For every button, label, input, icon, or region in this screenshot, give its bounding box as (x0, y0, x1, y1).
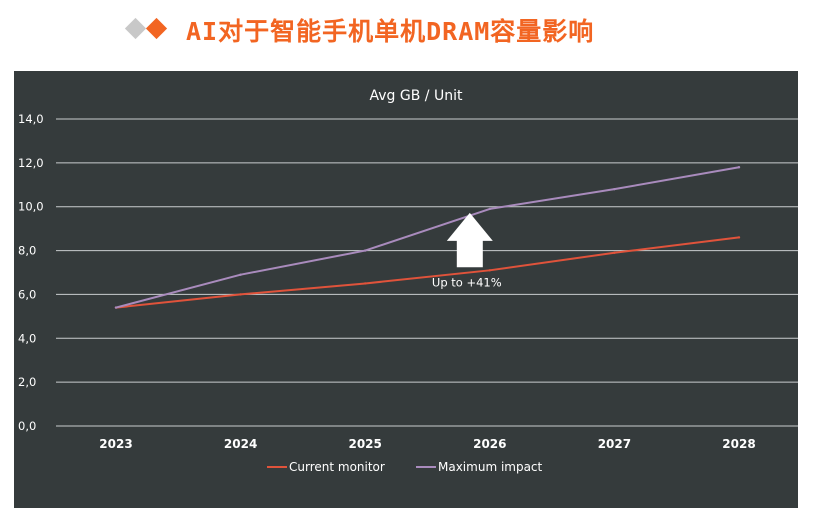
data-point (613, 187, 616, 191)
x-tick-label: 2026 (473, 437, 506, 451)
line-chart: Avg GB / Unit 0,0 2,0 4,0 6,0 8,0 10,0 12,0 14,… (14, 71, 798, 508)
y-tick-label: 2,0 (18, 375, 36, 389)
series-line-maximum-impact (115, 166, 740, 309)
data-point (488, 207, 491, 211)
y-tick-label: 6,0 (18, 287, 36, 301)
data-point (737, 166, 741, 169)
page-title: AI对于智能手机单机DRAM容量影响 (186, 17, 595, 46)
x-tick-label: 2028 (722, 437, 755, 451)
legend-label: Maximum impact (438, 460, 543, 474)
data-point (114, 306, 118, 309)
up-arrow-icon (446, 212, 493, 268)
y-tick-label: 12,0 (18, 156, 44, 170)
x-tick-label: 2024 (224, 437, 257, 451)
y-tick-label: 0,0 (18, 419, 36, 433)
y-tick-label: 4,0 (18, 331, 36, 345)
chart-panel: Avg GB / Unit 0,0 2,0 4,0 6,0 8,0 10,0 12,0 14,… (14, 71, 798, 508)
series-line-current-monitor (115, 236, 740, 309)
chart-background (14, 71, 798, 508)
diamond-orange-icon (145, 17, 168, 40)
x-tick-label: 2023 (99, 437, 132, 451)
diamond-light-icon (124, 17, 147, 40)
data-point (364, 282, 367, 285)
annotation-label: Up to +41% (432, 275, 502, 289)
y-tick-label: 8,0 (18, 244, 36, 258)
data-point (364, 249, 367, 252)
data-point (239, 293, 242, 296)
data-point (239, 273, 242, 276)
x-tick-label: 2027 (598, 437, 631, 451)
y-tick-label: 10,0 (18, 200, 44, 214)
legend-label: Current monitor (289, 460, 385, 474)
chart-title: Avg GB / Unit (370, 88, 463, 104)
data-point (488, 269, 491, 272)
header: AI对于智能手机单机DRAM容量影响 (0, 0, 830, 58)
x-tick-label: 2025 (348, 437, 381, 451)
data-point (737, 236, 741, 239)
data-point (613, 251, 616, 254)
y-tick-label: 14,0 (18, 112, 44, 126)
